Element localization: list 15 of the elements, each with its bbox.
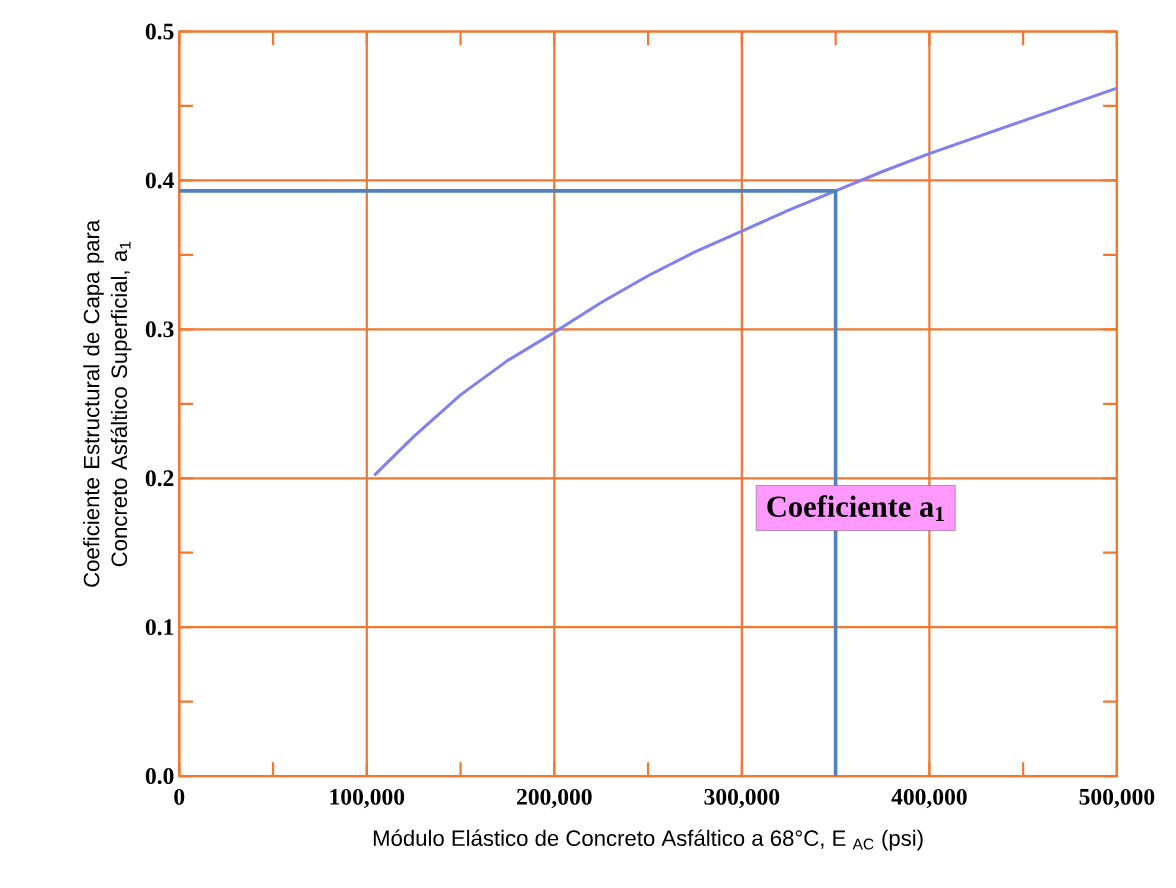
x-tick-label: 500,000 (1079, 788, 1155, 808)
x-tick-label: 100,000 (330, 788, 405, 808)
y-tick-label: 0.3 (145, 321, 174, 338)
y-tick-label: 0.5 (145, 23, 174, 40)
y-tick-label: 0.2 (145, 470, 174, 487)
x-tick-label: 400,000 (891, 788, 967, 808)
text: Coeficiente a$_{1}$ (767, 494, 944, 521)
y-axis-title: Coeficiente Estructural de Capa para Concreto Asfáltico Superficial, a$_{1}$ (83, 219, 132, 587)
y-tick-label: 0.1 (145, 619, 174, 635)
x-tick-label: 300,000 (704, 788, 780, 808)
x-axis-title: Módulo Elástico de Concreto Asfáltico a 68°C, E $_{AC}$ (psi) (373, 829, 923, 851)
x-tick-label: 200,000 (517, 788, 592, 808)
y-tick-label: 0.0 (145, 767, 174, 784)
x-tick-label: 0 (174, 788, 185, 805)
y-tick-label: 0.4 (145, 172, 174, 189)
